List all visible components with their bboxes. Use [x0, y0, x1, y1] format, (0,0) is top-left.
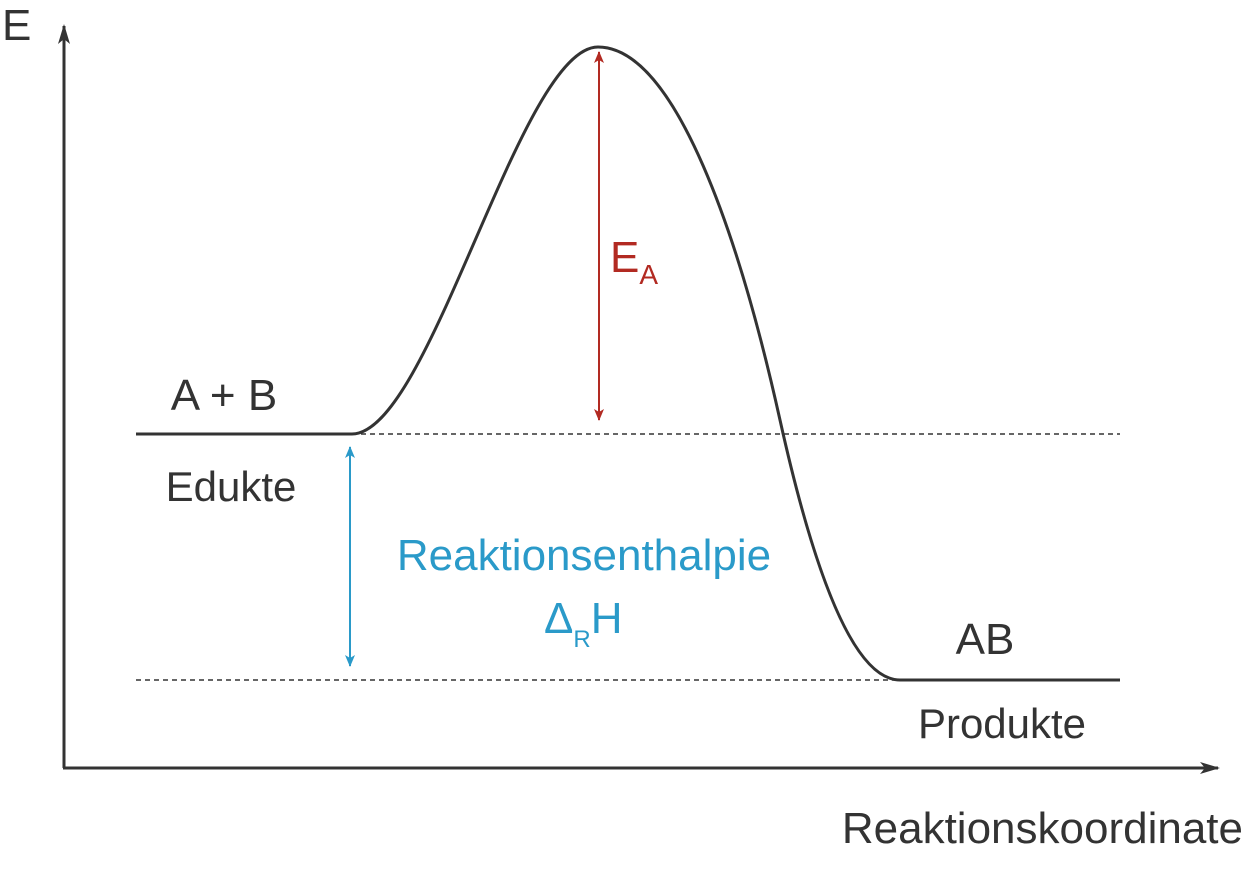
- activation-energy-subscript: A: [639, 259, 658, 290]
- delta-subscript: R: [573, 626, 590, 653]
- products-name: Produkte: [918, 700, 1086, 747]
- delta-symbol: Δ: [544, 594, 573, 643]
- activation-energy-symbol: E: [610, 233, 639, 282]
- enthalpy-symbol: H: [591, 594, 623, 643]
- reactants-formula: A + B: [171, 371, 277, 420]
- y-axis-label: E: [2, 1, 31, 50]
- activation-energy-label: EA: [610, 233, 658, 290]
- reaction-enthalpy-name: Reaktionsenthalpie: [397, 531, 771, 580]
- energy-curve: [136, 45, 1120, 682]
- x-axis-label: Reaktionskoordinate: [842, 804, 1243, 853]
- products-formula: AB: [956, 615, 1015, 664]
- reactants-name: Edukte: [166, 463, 297, 510]
- reaction-enthalpy-symbol-label: ΔRH: [544, 594, 623, 653]
